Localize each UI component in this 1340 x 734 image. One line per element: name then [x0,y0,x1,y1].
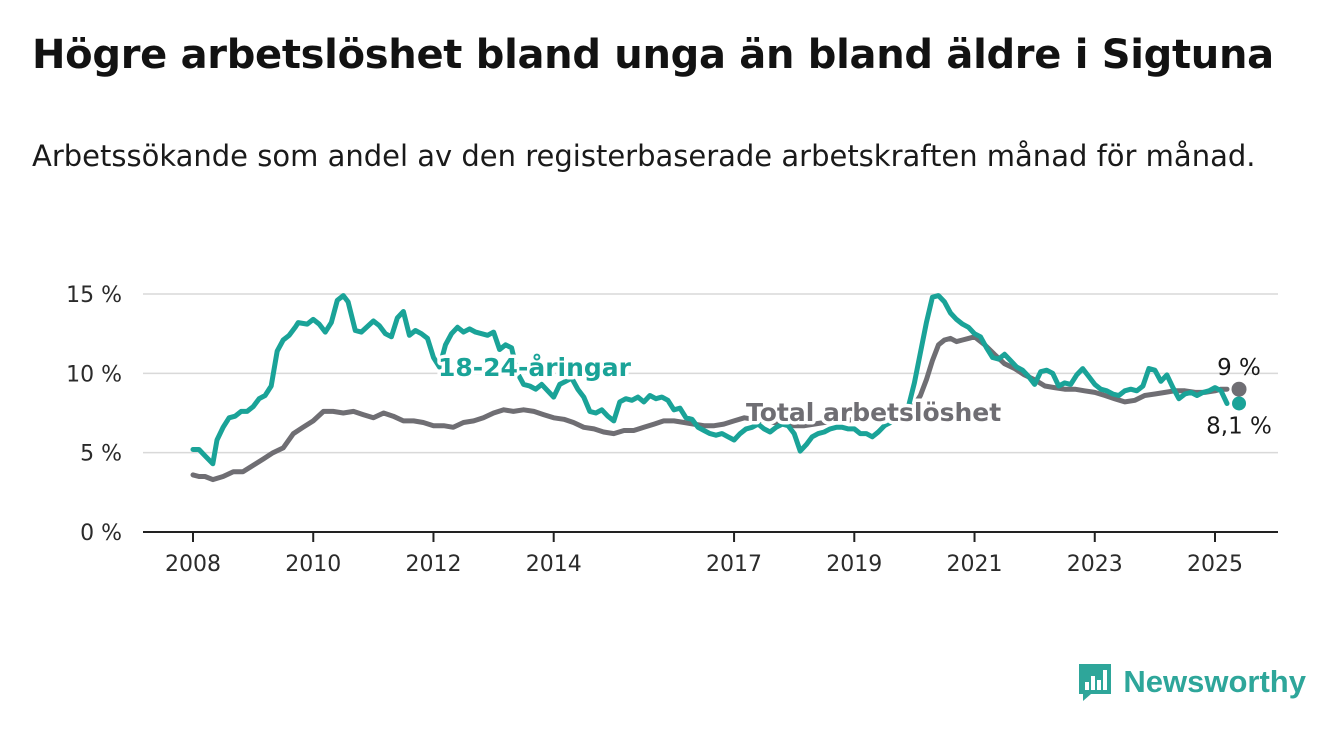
x-tick-label: 2014 [526,552,582,577]
y-tick-label: 0 % [80,521,122,546]
series-labels: 18-24-åringar Total arbetslöshet 9 % 8,1 % [435,350,1272,440]
y-tick-label: 15 % [66,283,122,308]
x-tick-label: 2017 [706,552,762,577]
line-chart: 0 %5 %10 %15 % 2008 2010 2012 2014 2017 2019 2… [66,283,1278,577]
series-label-total: Total arbetslöshet [746,398,1001,427]
x-tick-label: 2025 [1187,552,1243,577]
y-tick-label: 10 % [66,362,122,387]
chart-title: Högre arbetslöshet bland unga än bland ä… [32,32,1274,78]
end-point-youth [1232,396,1247,411]
brand-name: Newsworthy [1123,664,1306,699]
newsworthy-logo: Newsworthy [1077,662,1306,702]
y-tick-label: 5 % [80,442,122,467]
bar-chart-bubble-icon [1079,664,1112,701]
x-tick-label: 2019 [826,552,882,577]
series-line-youth [190,293,1230,467]
x-tick-label: 2010 [285,552,341,577]
end-label-total: 9 % [1217,355,1261,381]
x-axis: 2008 2010 2012 2014 2017 2019 2021 2023 2025 [143,531,1278,577]
series-line-total [190,334,1230,483]
x-tick-label: 2023 [1067,552,1123,577]
chart-subtitle: Arbetssökande som andel av den registerb… [32,139,1256,173]
x-tick-label: 2008 [165,552,221,577]
x-tick-label: 2021 [947,552,1003,577]
y-axis-ticks: 0 % 5 % 10 % 15 % [66,283,122,546]
end-point-total [1231,381,1247,397]
end-label-youth: 8,1 % [1206,413,1272,439]
x-tick-label: 2012 [405,552,461,577]
series-lines [190,293,1230,483]
series-label-youth: 18-24-åringar [438,353,632,382]
